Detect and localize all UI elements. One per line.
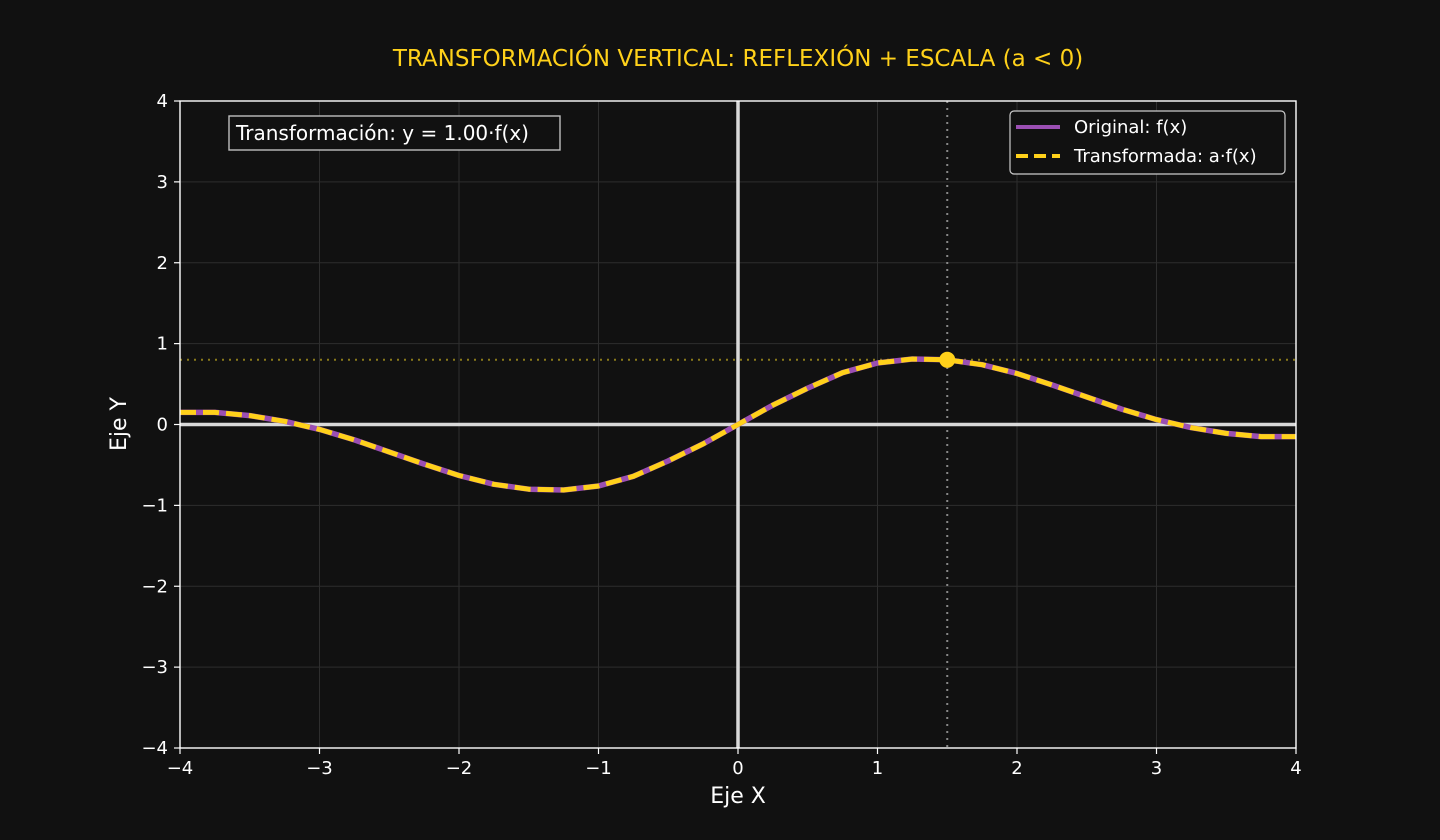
highlight-point <box>939 351 956 368</box>
series-group <box>180 356 1296 493</box>
x-tick-label-3: −1 <box>585 758 612 779</box>
x-tick-label-5: 1 <box>872 758 883 779</box>
x-tick-label-8: 4 <box>1290 758 1301 779</box>
x-tick-label-6: 2 <box>1011 758 1022 779</box>
x-tick-label-0: −4 <box>167 758 194 779</box>
x-tick-label-4: 0 <box>732 758 743 779</box>
y-tick-label-6: 2 <box>157 253 168 274</box>
y-tick-label-0: −4 <box>141 738 168 759</box>
series-line-transformada <box>180 356 1296 493</box>
y-axis-label: Eje Y <box>107 396 132 451</box>
y-tick-label-4: 0 <box>157 415 168 436</box>
x-tick-label-1: −3 <box>306 758 333 779</box>
legend-label-transformada: Transformada: a·f(x) <box>1073 146 1257 167</box>
x-tick-label-2: −2 <box>446 758 473 779</box>
y-axis-ticks: −4 −3 −2 −1 0 1 2 3 4 <box>141 91 180 759</box>
legend-label-original: Original: f(x) <box>1074 117 1187 138</box>
annotation-text: Transformación: y = 1.00·f(x) <box>235 121 529 145</box>
annotation-frame <box>228 115 561 151</box>
x-tick-label-7: 3 <box>1151 758 1162 779</box>
plot-area <box>179 100 1297 749</box>
y-tick-label-3: −1 <box>141 495 168 516</box>
y-tick-label-1: −3 <box>141 657 168 678</box>
legend-frame <box>1009 110 1286 175</box>
y-tick-label-8: 4 <box>157 91 168 112</box>
annotation-box: Transformación: y = 1.00·f(x) <box>228 115 561 151</box>
highlight-group <box>939 351 956 368</box>
chart-title: TRANSFORMACIÓN VERTICAL: REFLEXIÓN + ESC… <box>392 44 1083 72</box>
x-axis-ticks: −4 −3 −2 −1 0 1 2 3 4 <box>167 748 1302 779</box>
y-tick-label-5: 1 <box>157 334 168 355</box>
x-axis-label: Eje X <box>710 784 766 809</box>
y-tick-label-2: −2 <box>141 576 168 597</box>
legend: Original: f(x) Transformada: a·f(x) <box>1009 110 1286 175</box>
y-tick-label-7: 3 <box>157 172 168 193</box>
